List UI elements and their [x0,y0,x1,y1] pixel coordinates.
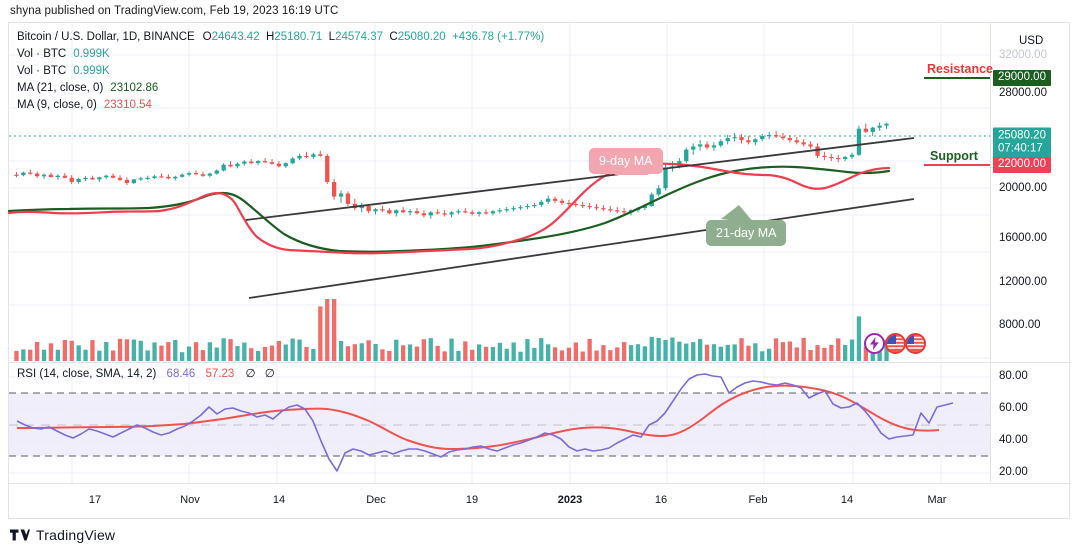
lightning-bolt-icon[interactable] [864,333,885,354]
ma9-callout: 9-day MA [589,148,663,174]
candlestick-series [14,122,889,219]
price-tick-16000: 16000.00 [999,232,1047,244]
high-label: H [265,30,275,43]
ma9-label: MA (9, close, 0) [17,98,97,111]
horizontal-gridlines [9,54,990,359]
time-tick-6: 16 [654,494,668,506]
price-axis[interactable]: USD 32000.00 28000.00 20000.00 16000.00 … [991,23,1071,482]
ma21-callout-tail [721,205,754,223]
rsi-tick-40: 40.00 [999,434,1028,446]
rsi-value: 68.46 [166,368,196,380]
support-label: Support [930,149,978,163]
price-tick-20000: 20000.00 [999,182,1047,194]
close-label: C [389,30,398,43]
rsi-zero-2: ∅ [264,368,275,380]
lower-trendline [248,198,915,299]
time-tick-5: 2023 [557,494,583,506]
rsi-sma-value: 57.23 [205,368,235,380]
currency-label: USD [1019,35,1044,47]
chart-legend: Bitcoin / U.S. Dollar, 1D, BINANCE O2464… [17,28,544,113]
rsi-tick-80: 80.00 [999,370,1028,382]
time-tick-1: Nov [180,494,200,506]
rsi-plot [9,363,990,483]
open-value: 24643.42 [211,30,260,43]
time-tick-0: 17 [88,494,102,506]
support-price-badge[interactable]: 22000.00 [993,157,1051,173]
price-tick-32000: 32000.00 [999,49,1047,61]
axis-separator [990,23,991,482]
ma21-callout: 21-day MA [706,220,787,246]
rsi-tick-20: 20.00 [999,466,1028,478]
time-tick-4: 19 [465,494,479,506]
volume-series [14,299,889,361]
volume-label-1: Vol · BTC [17,47,67,60]
us-flag-icon-2[interactable] [905,333,926,354]
close-value: 25080.20 [397,30,446,43]
rsi-line [16,373,954,472]
last-price-countdown: 07:40:17 [998,142,1043,155]
symbol-title: Bitcoin / U.S. Dollar, 1D, BINANCE [17,30,195,43]
price-tick-12000: 12000.00 [999,276,1047,288]
rsi-zero-1: ∅ [245,368,256,380]
open-label: O [202,30,212,43]
rsi-tick-60: 60.00 [999,402,1028,414]
time-tick-2: 14 [272,494,286,506]
price-tick-28000: 28000.00 [999,87,1047,99]
resistance-label: Resistance [927,62,994,76]
time-tick-7: Feb [748,494,768,506]
ma21-value: 23102.86 [110,81,159,94]
price-tick-8000: 8000.00 [999,319,1041,331]
high-value: 25180.71 [274,30,323,43]
flag-glyph-2 [907,335,924,352]
last-price-badge[interactable]: 25080.20 07:40:17 [993,127,1051,159]
volume-value-2: 0.999K [73,64,110,77]
price-pane[interactable]: Bitcoin / U.S. Dollar, 1D, BINANCE O2464… [7,23,1071,361]
ohlc-values: O24643.42 H25180.71 L24574.37 C25080.20 … [203,31,545,43]
chart-frame: Bitcoin / U.S. Dollar, 1D, BINANCE O2464… [7,22,1071,519]
ma9-line [7,162,891,255]
volume-label-2: Vol · BTC [17,64,67,77]
time-axis[interactable]: 17 Nov 14 Dec 19 2023 16 Feb 14 Mar [9,483,1071,519]
volume-value-1: 0.999K [73,47,110,60]
published-byline: shyna published on TradingView.com, Feb … [0,0,1078,22]
rsi-sma-line [16,384,940,450]
legend-row-ma9: MA (9, close, 0) 23310.54 [17,96,544,113]
legend-row-volume-2: Vol · BTC 0.999K [17,62,544,79]
low-label: L [328,30,336,43]
change-value: +436.78 (+1.77%) [452,30,545,43]
legend-row-symbol: Bitcoin / U.S. Dollar, 1D, BINANCE O2464… [17,28,544,45]
flag-glyph-1 [887,335,904,352]
ma21-label: MA (21, close, 0) [17,81,104,94]
time-tick-8: 14 [840,494,854,506]
low-value: 24574.37 [335,30,384,43]
tradingview-logo-icon [10,529,30,541]
published-text: shyna published on TradingView.com, Feb … [10,5,339,17]
time-tick-3: Dec [366,494,386,506]
legend-row-volume-1: Vol · BTC 0.999K [17,45,544,62]
time-tick-9: Mar [927,494,947,506]
footer: TradingView [10,527,115,543]
us-flag-icon[interactable] [885,333,906,354]
tradingview-brand: TradingView [36,527,116,543]
resistance-price-badge[interactable]: 29000.00 [993,70,1051,86]
ma21-line [7,165,891,253]
rsi-pane[interactable]: RSI (14, close, SMA, 14, 2) 68.46 57.23 … [9,362,1071,483]
rsi-legend: RSI (14, close, SMA, 14, 2) 68.46 57.23 … [17,366,275,380]
rsi-title: RSI (14, close, SMA, 14, 2) [17,368,157,380]
upper-trendline [245,137,915,221]
price-plot [7,23,990,361]
rsi-gridlines [9,376,990,474]
ma9-value: 23310.54 [103,98,152,111]
bolt-glyph [870,337,879,350]
legend-row-ma21: MA (21, close, 0) 23102.86 [17,79,544,96]
last-price-value: 25080.20 [998,129,1046,142]
